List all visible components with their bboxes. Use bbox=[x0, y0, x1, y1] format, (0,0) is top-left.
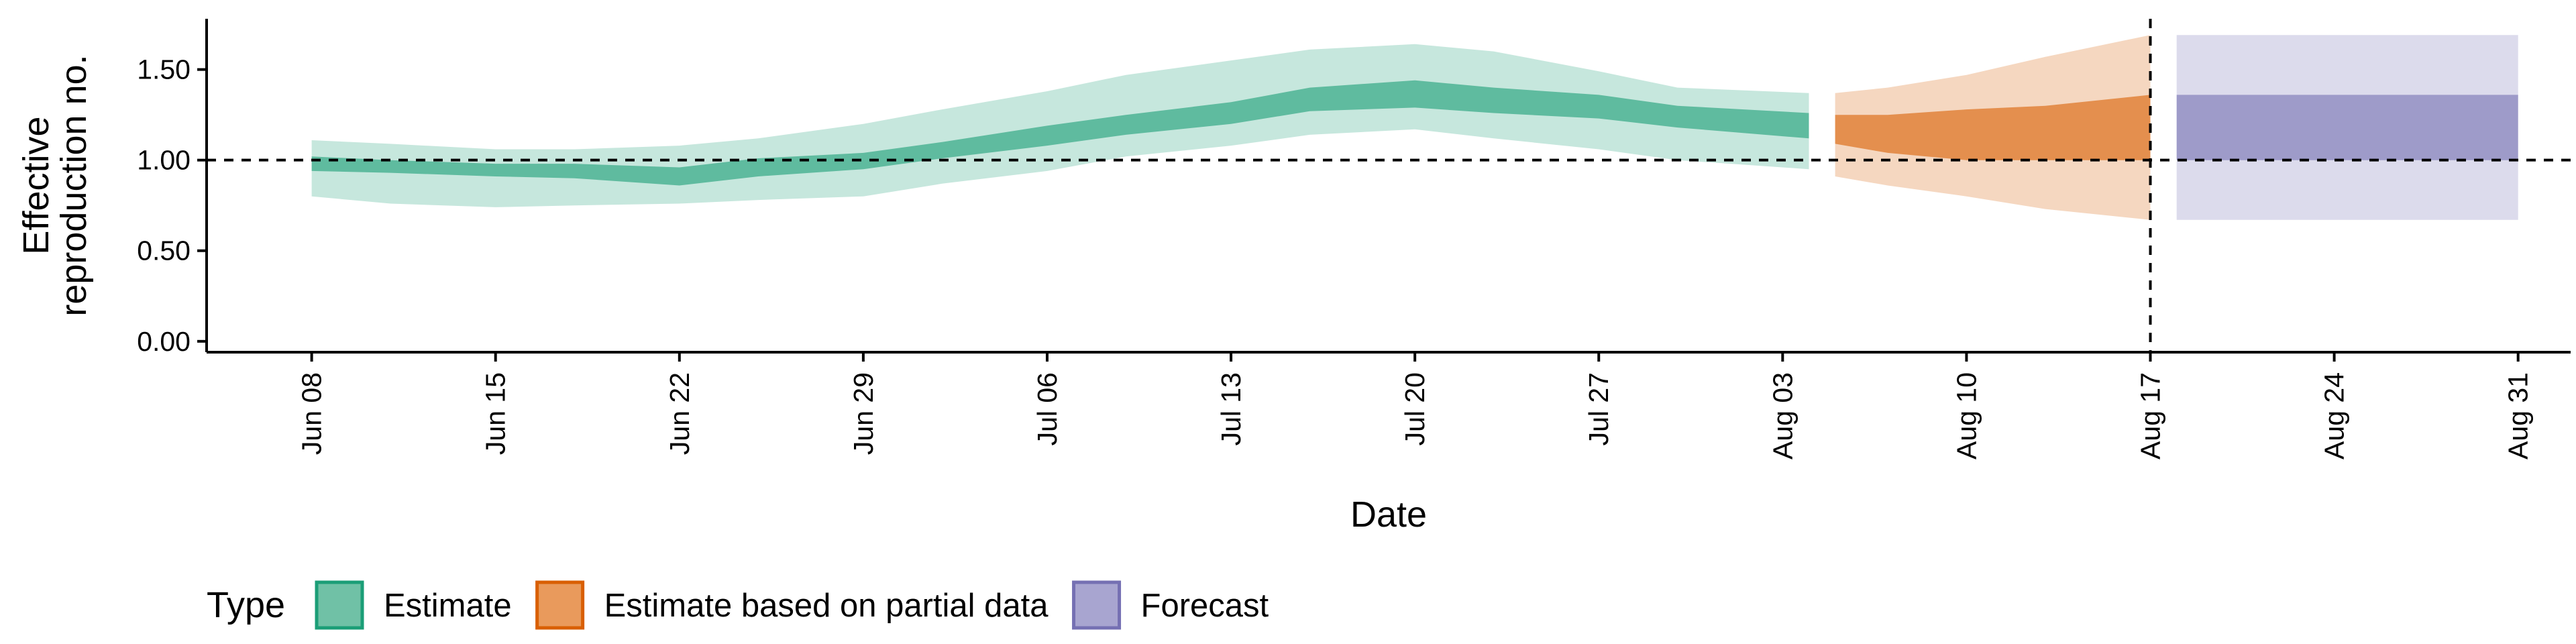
legend-title: Type bbox=[207, 585, 285, 625]
x-tick-label: Jun 22 bbox=[664, 372, 695, 455]
forecast-inner-band bbox=[2176, 95, 2518, 160]
x-tick-label: Aug 31 bbox=[2503, 372, 2534, 460]
legend-label-estimate-based-on-partial-data: Estimate based on partial data bbox=[604, 588, 1049, 624]
axes bbox=[205, 19, 2571, 354]
legend: Type Estimate Estimate based on partial da… bbox=[207, 580, 1269, 630]
x-tick-label: Jul 13 bbox=[1216, 372, 1246, 445]
x-tick-label: Jun 29 bbox=[848, 372, 879, 455]
x-tick-label: Jun 15 bbox=[480, 372, 511, 455]
y-tick-label: 1.00 bbox=[137, 145, 191, 176]
x-tick-label: Aug 24 bbox=[2319, 372, 2350, 460]
legend-label-estimate: Estimate bbox=[384, 588, 512, 624]
x-tick-label: Jul 27 bbox=[1583, 372, 1614, 445]
legend-key-estimate bbox=[315, 580, 364, 630]
uncertainty-bands bbox=[311, 35, 2518, 220]
y-axis-title: Effectivereproduction no. bbox=[16, 54, 94, 316]
tick-labels: 0.00 0.50 1.00 1.50 Jun 08 Jun 15 Jun 22 Jun 29… bbox=[137, 54, 2534, 460]
x-tick-label: Jul 06 bbox=[1032, 372, 1063, 445]
estimate-inner-band bbox=[311, 80, 1809, 186]
x-tick-label: Aug 17 bbox=[2135, 372, 2166, 460]
x-tick-label: Aug 10 bbox=[1951, 372, 1982, 460]
y-axis-title-line: Effective bbox=[16, 116, 56, 254]
x-tick-label: Jun 08 bbox=[297, 372, 327, 455]
legend-key-forecast bbox=[1072, 580, 1122, 630]
y-tick-label: 0.50 bbox=[137, 235, 191, 266]
legend-key-estimate-based-on-partial-data bbox=[535, 580, 585, 630]
x-axis-title: Date bbox=[1350, 494, 1427, 535]
x-tick-label: Jul 20 bbox=[1399, 372, 1430, 445]
y-tick-label: 0.00 bbox=[137, 326, 191, 357]
estimate-based-on-partial-data-inner-band bbox=[1835, 95, 2151, 160]
y-tick-label: 1.50 bbox=[137, 54, 191, 85]
reference-lines bbox=[207, 19, 2571, 352]
x-tick-label: Aug 03 bbox=[1767, 372, 1798, 460]
y-axis-title-line: reproduction no. bbox=[54, 54, 94, 316]
legend-label-forecast: Forecast bbox=[1141, 588, 1269, 624]
